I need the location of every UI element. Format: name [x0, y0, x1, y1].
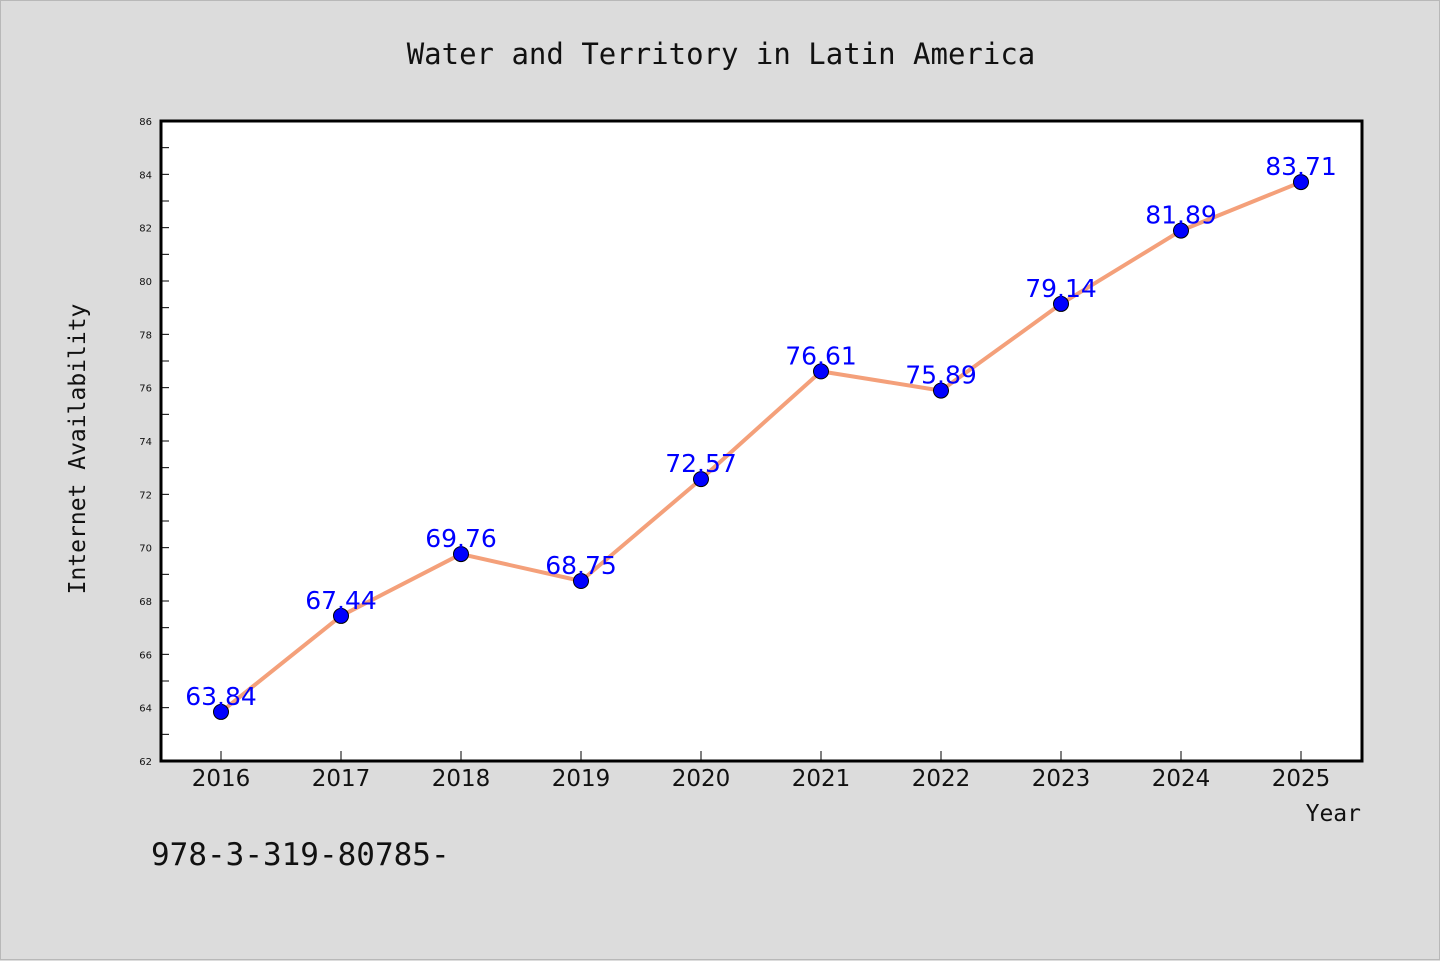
data-point	[933, 382, 949, 399]
data-label: 79.14	[1025, 274, 1097, 303]
x-tick-label: 2017	[312, 766, 371, 792]
y-tick-label: 72	[139, 490, 152, 501]
x-tick-label: 2019	[552, 766, 611, 792]
y-tick-label: 62	[139, 757, 152, 768]
x-tick-label: 2024	[1152, 766, 1211, 792]
y-tick-label: 66	[139, 650, 152, 661]
data-label: 75.89	[905, 361, 977, 390]
data-point	[693, 471, 709, 488]
data-labels: 63.84 67.44 69.76 68.75 72.57 76.61 75.89 79.14…	[185, 152, 1337, 711]
data-point	[573, 573, 589, 589]
x-axis-title: Year	[1306, 801, 1361, 827]
data-point	[453, 546, 469, 563]
x-tick-label: 2021	[792, 766, 851, 792]
x-tick-label: 2016	[192, 766, 251, 792]
chart-title: Water and Territory in Latin America	[407, 37, 1036, 71]
series-line	[219, 180, 1303, 714]
x-tick-label: 2025	[1272, 766, 1331, 792]
y-tick-label: 84	[139, 170, 152, 181]
x-tick-label: 2023	[1032, 766, 1091, 792]
data-point	[1173, 222, 1189, 239]
data-label: 83.71	[1265, 152, 1337, 181]
footer-text: 978-3-319-80785-	[151, 837, 450, 873]
data-point	[1293, 174, 1309, 191]
data-label: 67.44	[305, 586, 377, 615]
data-label: 76.61	[785, 341, 857, 370]
y-tick-label: 86	[139, 117, 152, 128]
y-tick-label: 64	[139, 704, 152, 715]
data-point	[333, 607, 349, 624]
data-label: 68.75	[545, 551, 617, 580]
x-axis: 2016 2017 2018 2019 2020 2021 2022 2023 2024 2025	[192, 751, 1331, 792]
x-tick-label: 2018	[432, 766, 491, 792]
x-tick-label: 2020	[672, 766, 731, 792]
y-axis-title: Internet Availability	[65, 304, 91, 595]
series-group	[213, 174, 1309, 720]
data-point	[1053, 295, 1069, 312]
x-tick-label: 2022	[912, 766, 971, 792]
y-tick-label: 74	[139, 437, 152, 448]
data-label: 63.84	[185, 682, 257, 711]
data-point	[813, 363, 829, 380]
plot-frame	[159, 119, 1364, 763]
plot-area	[161, 121, 1362, 761]
y-tick-label: 68	[139, 597, 152, 608]
y-tick-label: 82	[139, 224, 152, 235]
data-label: 72.57	[665, 449, 737, 478]
data-label: 69.76	[425, 524, 497, 553]
y-tick-label: 70	[139, 544, 152, 555]
y-tick-label: 80	[139, 277, 152, 288]
y-tick-label: 76	[139, 384, 152, 395]
y-tick-label: 78	[139, 330, 152, 341]
data-point	[213, 703, 229, 720]
data-label: 81.89	[1145, 201, 1217, 230]
